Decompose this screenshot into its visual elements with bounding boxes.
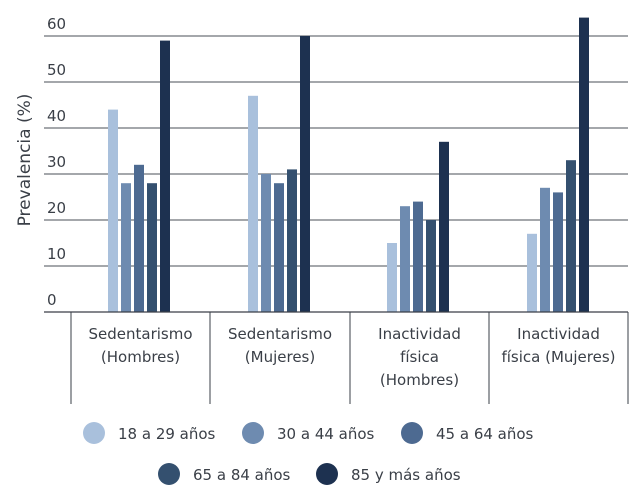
bar xyxy=(121,183,131,312)
bar xyxy=(108,109,118,312)
bar xyxy=(540,187,550,312)
bars xyxy=(108,17,589,312)
category-label: Sedentarismo xyxy=(88,325,192,343)
y-tick-label: 60 xyxy=(47,15,66,33)
legend-swatch xyxy=(401,422,423,444)
legend-swatch xyxy=(242,422,264,444)
category-label: física xyxy=(400,348,439,366)
category-label: física (Mujeres) xyxy=(501,348,615,366)
bar xyxy=(426,220,436,312)
bar xyxy=(527,233,537,312)
bar xyxy=(439,141,449,312)
category-label: Sedentarismo xyxy=(228,325,332,343)
bar xyxy=(287,169,297,312)
y-tick-label: 40 xyxy=(47,107,66,125)
legend-swatch xyxy=(83,422,105,444)
y-tick-label: 20 xyxy=(47,199,66,217)
category-label: (Mujeres) xyxy=(245,348,315,366)
y-tick-label: 10 xyxy=(47,245,66,263)
bar xyxy=(248,95,258,312)
y-tick-label: 0 xyxy=(47,291,57,309)
x-axis: Sedentarismo (Hombres) Sedentarismo (Mujere… xyxy=(44,311,629,404)
bar xyxy=(579,17,589,312)
bar xyxy=(566,160,576,312)
bar xyxy=(147,183,157,312)
legend-label: 18 a 29 años xyxy=(118,425,216,443)
legend-swatch xyxy=(158,463,180,485)
bar xyxy=(274,183,284,312)
bar xyxy=(400,206,410,312)
y-axis-ticks: 0 10 20 30 40 50 60 xyxy=(47,15,66,309)
legend-label: 30 a 44 años xyxy=(277,425,375,443)
bar xyxy=(300,36,310,312)
bar xyxy=(413,201,423,312)
legend-label: 65 a 84 años xyxy=(193,466,291,484)
y-tick-label: 30 xyxy=(47,153,66,171)
bar xyxy=(160,40,170,312)
legend-label: 45 a 64 años xyxy=(436,425,534,443)
legend-label: 85 y más años xyxy=(351,466,461,484)
category-label: Inactividad xyxy=(517,325,600,343)
bar xyxy=(134,164,144,312)
category-label: (Hombres) xyxy=(101,348,180,366)
legend-swatch xyxy=(316,463,338,485)
category-label: (Hombres) xyxy=(380,371,459,389)
bar xyxy=(553,192,563,312)
bar xyxy=(261,174,271,312)
category-label: Inactividad xyxy=(378,325,461,343)
bar xyxy=(387,243,397,312)
legend: 18 a 29 años 30 a 44 años 45 a 64 años 65 a… xyxy=(83,422,534,485)
y-axis-label: Prevalencia (%) xyxy=(15,94,35,227)
y-tick-label: 50 xyxy=(47,61,66,79)
